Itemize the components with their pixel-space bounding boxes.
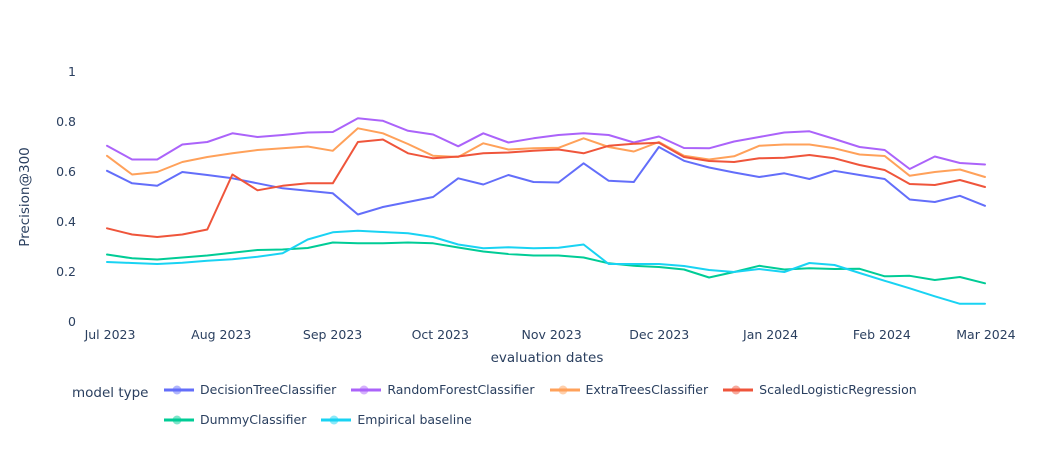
legend-line-marker-icon xyxy=(321,415,352,424)
x-tick-label: Jul 2023 xyxy=(84,327,136,342)
legend-item-DummyClassifier[interactable]: DummyClassifier xyxy=(163,411,306,428)
x-tick-label: Nov 2023 xyxy=(521,327,582,342)
y-tick-label: 1 xyxy=(68,64,76,79)
legend-item-label: DecisionTreeClassifier xyxy=(200,382,337,397)
legend-line-marker-icon xyxy=(164,415,194,424)
legend-item-RandomForestClassifier[interactable]: RandomForestClassifier xyxy=(350,381,535,398)
x-axis-title: evaluation dates xyxy=(490,350,604,366)
y-tick-label: 0.8 xyxy=(56,114,76,129)
legend-item-DecisionTreeClassifier[interactable]: DecisionTreeClassifier xyxy=(163,381,336,398)
legend-item-Empirical-baseline[interactable]: Empirical baseline xyxy=(320,411,472,428)
x-tick-label: Mar 2024 xyxy=(956,327,1016,342)
x-tick-label: Feb 2024 xyxy=(852,327,911,342)
x-tick-label: Dec 2023 xyxy=(629,327,690,342)
x-tick-label: Aug 2023 xyxy=(191,327,252,342)
trace-Empirical-baseline[interactable] xyxy=(106,229,986,305)
legend-title: model type xyxy=(72,385,149,401)
y-tick-label: 0.2 xyxy=(56,264,76,279)
legend-line-marker-icon xyxy=(164,385,194,394)
trace-RandomForestClassifier[interactable] xyxy=(106,117,986,170)
legend-item-label: DummyClassifier xyxy=(200,412,307,427)
legend-item-label: ExtraTreesClassifier xyxy=(585,382,709,397)
legend: DecisionTreeClassifier RandomForestClassi… xyxy=(163,381,1043,428)
legend-line-marker-icon xyxy=(723,385,754,394)
trace-DecisionTreeClassifier[interactable] xyxy=(106,146,986,216)
y-axis-title: Precision@300 xyxy=(17,147,33,247)
legend-line-marker-icon xyxy=(351,385,382,394)
legend-line-marker-icon xyxy=(549,385,580,394)
legend-item-ExtraTreesClassifier[interactable]: ExtraTreesClassifier xyxy=(549,381,709,398)
legend-item-label: Empirical baseline xyxy=(357,412,472,427)
x-tick-label: Jan 2024 xyxy=(743,327,799,342)
y-tick-label: 0.6 xyxy=(56,164,76,179)
legend-item-label: ScaledLogisticRegression xyxy=(759,382,917,397)
legend-item-label: RandomForestClassifier xyxy=(387,382,535,397)
y-tick-label: 0 xyxy=(68,314,76,329)
x-tick-label: Sep 2023 xyxy=(302,327,363,342)
y-tick-label: 0.4 xyxy=(56,214,76,229)
trace-ScaledLogisticRegression[interactable] xyxy=(106,138,986,238)
legend-item-ScaledLogisticRegression[interactable]: ScaledLogisticRegression xyxy=(722,381,917,398)
trace-ExtraTreesClassifier[interactable] xyxy=(106,127,986,178)
x-tick-label: Oct 2023 xyxy=(411,327,469,342)
trace-DummyClassifier[interactable] xyxy=(106,241,986,285)
